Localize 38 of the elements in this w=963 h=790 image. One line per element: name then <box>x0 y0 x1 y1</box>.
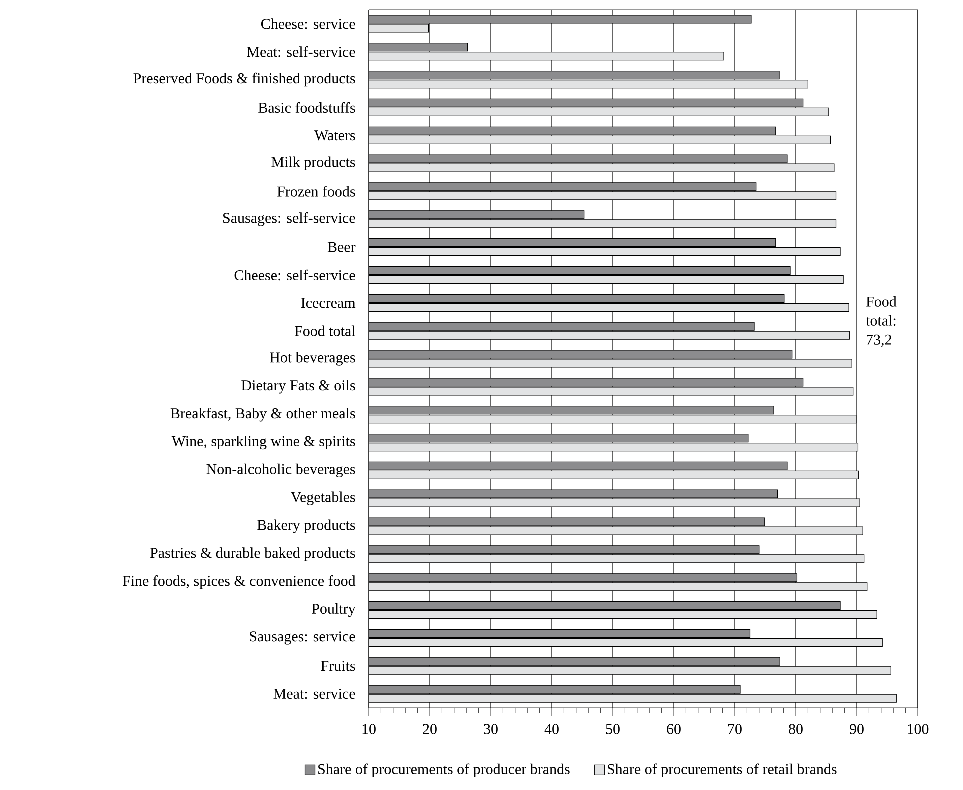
annotation: Food total: 73,2 <box>866 296 897 348</box>
y-tick-label: Waters <box>314 130 356 141</box>
y-tick-label: Poultry <box>312 603 356 618</box>
y-tick-label: Beer <box>328 242 356 252</box>
x-tick-label: 20 <box>423 724 437 734</box>
legend-label: Share of procurements of retail brands <box>608 764 837 778</box>
y-tick-label: Bakery products <box>258 520 356 534</box>
x-tick-label: 70 <box>728 724 742 734</box>
x-tick-label: 30 <box>484 724 498 734</box>
x-tick-label: 100 <box>908 724 929 734</box>
y-tick-label: Food total <box>294 326 356 336</box>
x-tick-label: 60 <box>667 724 681 734</box>
y-tick-label: Sausages: service <box>250 632 356 645</box>
y-tick-label: Non-alcoholic beverages <box>206 464 356 478</box>
y-tick-label: Vegetables <box>291 492 356 506</box>
y-tick-label: Frozen foods <box>278 186 356 197</box>
y-tick-label: Fruits <box>321 661 356 672</box>
y-tick-label: Hot beverages <box>270 352 356 366</box>
y-tick-label: Cheese: service <box>261 18 356 30</box>
x-tick-label: 40 <box>544 724 559 734</box>
y-tick-label: Fine foods, spices & convenience food <box>122 575 356 590</box>
y-tick-label: Icecream <box>301 298 356 308</box>
y-tick-label: Sausages: self-service <box>224 212 356 226</box>
y-tick-label: Cheese: self-service <box>234 270 356 281</box>
x-tick-label: 10 <box>362 724 376 734</box>
y-tick-label: Breakfast, Baby & other meals <box>170 408 356 422</box>
y-tick-label: Preserved Foods & finished products <box>134 72 356 87</box>
y-tick-label: Wine, sparkling wine & spirits <box>172 436 356 450</box>
y-tick-label: Meat: service <box>274 688 356 700</box>
x-tick-label: 80 <box>789 724 803 734</box>
y-tick-label: Milk products <box>272 156 356 170</box>
y-tick-label: Basic foodstuffs <box>258 102 356 114</box>
x-tick-label: 90 <box>850 724 864 734</box>
x-tick-label: 50 <box>606 724 620 734</box>
y-tick-label: Pastries & durable baked products <box>150 548 356 562</box>
y-tick-label: Meat: self-service <box>247 46 356 58</box>
legend-label: Share of procurements of producer brands <box>318 764 570 778</box>
y-tick-label: Dietary Fats & oils <box>242 380 356 394</box>
